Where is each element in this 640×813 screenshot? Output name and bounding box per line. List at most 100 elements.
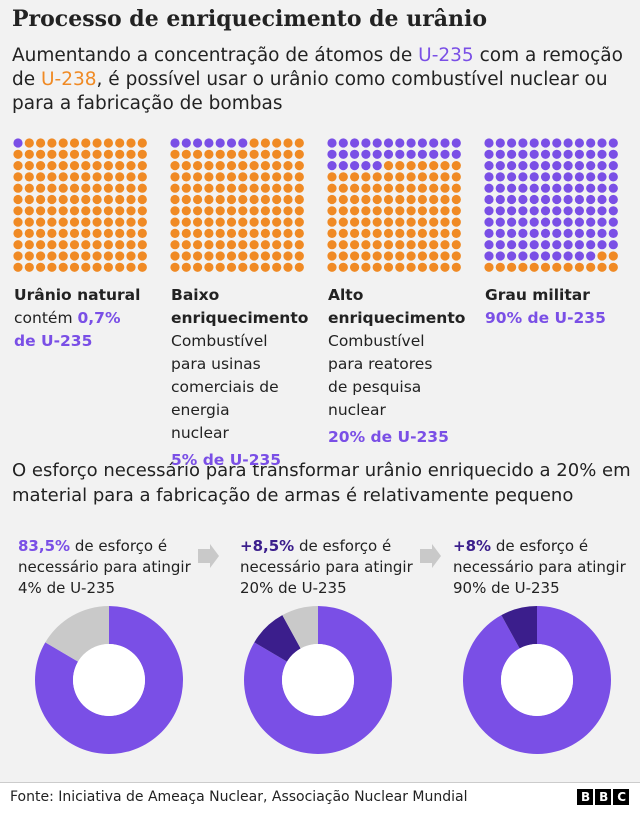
waffle-dot bbox=[272, 217, 282, 227]
waffle-dot bbox=[327, 194, 337, 205]
waffle-dot bbox=[563, 228, 573, 238]
waffle-dot bbox=[608, 172, 618, 182]
waffle-dot bbox=[563, 194, 573, 205]
waffle-dot bbox=[204, 161, 214, 171]
waffle-dot bbox=[126, 228, 136, 238]
waffle-dot bbox=[372, 206, 382, 216]
waffle-dot bbox=[563, 206, 573, 216]
waffle-dot bbox=[181, 251, 191, 261]
waffle-dot bbox=[495, 161, 505, 171]
waffle-dot bbox=[338, 183, 348, 193]
waffle-dot bbox=[69, 194, 80, 205]
donut-segment bbox=[501, 606, 537, 649]
waffle-dot bbox=[260, 183, 270, 193]
waffle-dot bbox=[563, 149, 573, 159]
waffle-dot bbox=[338, 172, 348, 182]
waffle-dot bbox=[272, 161, 282, 171]
waffle-dot bbox=[529, 149, 539, 159]
waffle-dot bbox=[440, 262, 450, 272]
waffle-dot bbox=[406, 251, 416, 261]
waffle-dot bbox=[260, 251, 270, 261]
waffle-dot bbox=[406, 217, 416, 227]
waffle-dot bbox=[417, 262, 427, 272]
waffle-dot bbox=[272, 149, 282, 159]
waffle-dot bbox=[137, 194, 147, 205]
waffle-dot bbox=[518, 138, 528, 148]
waffle-dot bbox=[406, 194, 416, 205]
waffle-dot bbox=[327, 206, 337, 216]
waffle-dot bbox=[170, 149, 180, 159]
waffle-dot bbox=[36, 161, 46, 171]
waffle-dot bbox=[406, 228, 416, 238]
waffle-dot bbox=[518, 149, 528, 159]
waffle-dot bbox=[204, 240, 214, 250]
waffle-dot bbox=[429, 228, 439, 238]
waffle-dot bbox=[13, 228, 23, 238]
waffle-dot bbox=[126, 172, 136, 182]
waffle-dot bbox=[193, 251, 203, 261]
waffle-dot bbox=[115, 251, 125, 261]
waffle-dot bbox=[552, 138, 562, 148]
subtitle-text: , é possível usar o urânio como combustí… bbox=[12, 69, 608, 114]
waffle-dot bbox=[249, 194, 259, 205]
waffle-dot bbox=[350, 138, 360, 148]
waffle-dot bbox=[58, 228, 68, 238]
waffle-dot bbox=[484, 262, 494, 272]
logo-boxes: BBC bbox=[577, 789, 629, 805]
waffle-dot bbox=[529, 251, 539, 261]
waffle-dot bbox=[226, 251, 237, 261]
waffle-dot bbox=[272, 228, 282, 238]
waffle-dot bbox=[563, 240, 573, 250]
waffle-dot bbox=[395, 149, 405, 159]
waffle-title: Baixo enriquecimento bbox=[171, 286, 309, 327]
waffle-dot bbox=[597, 194, 607, 205]
waffle-dot bbox=[103, 228, 113, 238]
waffle-dot bbox=[574, 194, 585, 205]
waffle-dot bbox=[193, 194, 203, 205]
waffle-dot bbox=[81, 262, 91, 272]
waffle-dot bbox=[552, 172, 562, 182]
waffle-dot bbox=[193, 262, 203, 272]
waffle-dot bbox=[495, 138, 505, 148]
waffle-dot bbox=[69, 183, 80, 193]
waffle-dot bbox=[294, 217, 304, 227]
waffle-dot bbox=[608, 262, 618, 272]
waffle-dot bbox=[440, 194, 450, 205]
waffle-dot bbox=[518, 240, 528, 250]
waffle-dot bbox=[327, 240, 337, 250]
waffle-dot bbox=[350, 217, 360, 227]
percent-label: 90% de U-235 bbox=[485, 309, 606, 327]
waffle-dot bbox=[574, 161, 585, 171]
waffle-dot bbox=[238, 228, 248, 238]
waffle-dot bbox=[170, 251, 180, 261]
waffle-dot bbox=[440, 228, 450, 238]
waffle-dot bbox=[36, 149, 46, 159]
waffle-description: Combustível para reatores de pesquisa nu… bbox=[328, 332, 433, 419]
waffle-dot bbox=[495, 251, 505, 261]
waffle-dot bbox=[13, 138, 23, 148]
waffle-dot bbox=[395, 228, 405, 238]
waffle-dot bbox=[249, 217, 259, 227]
highlight: +8,5% bbox=[240, 537, 295, 555]
waffle-dot bbox=[552, 183, 562, 193]
waffle-dot bbox=[395, 251, 405, 261]
waffle-dot bbox=[495, 228, 505, 238]
waffle-dot bbox=[429, 149, 439, 159]
waffle-dot bbox=[215, 240, 225, 250]
waffle-dot bbox=[260, 138, 270, 148]
waffle-dot bbox=[529, 206, 539, 216]
waffle-dot bbox=[137, 161, 147, 171]
waffle-dot bbox=[283, 138, 293, 148]
waffle-dot bbox=[417, 228, 427, 238]
waffle-dot bbox=[495, 217, 505, 227]
waffle-dot bbox=[115, 262, 125, 272]
waffle-dot bbox=[429, 251, 439, 261]
waffle-dot bbox=[115, 240, 125, 250]
waffle-dot bbox=[92, 183, 102, 193]
waffle-dot bbox=[597, 240, 607, 250]
waffle-dot bbox=[170, 172, 180, 182]
waffle-dot bbox=[249, 240, 259, 250]
waffle-dot bbox=[272, 194, 282, 205]
waffle-dot bbox=[294, 240, 304, 250]
waffle-dot bbox=[24, 228, 34, 238]
